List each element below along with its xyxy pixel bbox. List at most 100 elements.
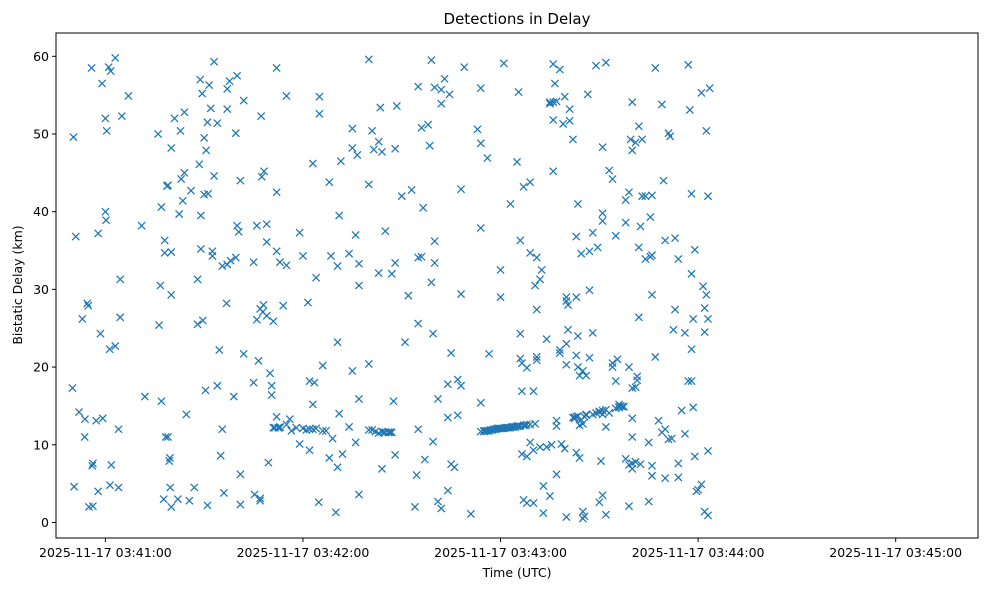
data-point	[69, 133, 78, 142]
data-point	[443, 413, 452, 422]
data-point	[690, 452, 699, 461]
data-point	[392, 101, 401, 111]
data-point	[216, 451, 225, 460]
data-point	[233, 71, 242, 80]
data-point	[453, 411, 462, 420]
data-point	[252, 315, 261, 324]
data-point	[430, 258, 439, 268]
data-point	[203, 118, 212, 127]
data-point	[298, 251, 308, 261]
data-point	[608, 363, 617, 372]
data-point	[116, 313, 125, 322]
data-point	[578, 419, 587, 428]
data-point	[310, 378, 319, 387]
data-point	[671, 234, 680, 243]
data-point	[295, 228, 304, 237]
data-point	[389, 397, 398, 406]
data-point	[666, 132, 675, 141]
data-point	[705, 84, 714, 93]
data-point	[167, 143, 176, 153]
data-point	[198, 316, 207, 325]
x-tick-label: 2025-11-17 03:41:00	[39, 545, 172, 560]
data-point	[428, 437, 438, 446]
data-point	[529, 498, 538, 508]
data-point	[364, 180, 373, 189]
data-point	[628, 432, 637, 442]
data-point	[591, 61, 601, 70]
data-point	[68, 384, 77, 393]
data-point	[631, 457, 640, 466]
data-point	[325, 453, 334, 463]
data-point	[628, 414, 637, 423]
data-point	[496, 265, 505, 275]
data-point	[78, 314, 87, 323]
data-point	[102, 216, 111, 225]
data-point	[522, 498, 531, 508]
data-point	[210, 57, 219, 66]
data-point	[560, 444, 569, 453]
data-point	[318, 361, 327, 370]
data-point	[585, 247, 594, 256]
data-point	[331, 508, 340, 517]
x-tick-label: 2025-11-17 03:43:00	[434, 545, 567, 560]
data-point	[71, 232, 80, 241]
data-point	[348, 124, 357, 133]
data-point	[312, 273, 321, 282]
data-point	[514, 88, 523, 97]
data-point	[560, 92, 569, 101]
data-point	[582, 410, 591, 419]
data-point	[519, 182, 528, 191]
data-point	[234, 227, 243, 236]
data-point	[117, 112, 126, 121]
data-point	[526, 438, 535, 447]
data-point	[391, 450, 400, 459]
data-point	[376, 103, 385, 112]
data-point	[354, 394, 363, 403]
data-point	[430, 237, 439, 246]
data-point	[647, 251, 657, 260]
data-point	[377, 147, 387, 156]
data-point	[565, 105, 574, 114]
data-point	[196, 244, 205, 254]
data-point	[578, 507, 587, 516]
data-points	[68, 53, 714, 523]
data-point	[428, 329, 438, 338]
data-point	[218, 425, 227, 434]
data-point	[196, 75, 205, 84]
data-point	[351, 438, 360, 447]
data-point	[573, 363, 582, 372]
data-point	[391, 258, 400, 268]
data-point	[427, 56, 436, 65]
data-point	[611, 231, 620, 240]
data-point	[647, 461, 657, 470]
data-point	[315, 92, 324, 101]
data-point	[249, 378, 258, 387]
data-point	[647, 290, 657, 299]
data-point	[549, 167, 558, 176]
data-point	[562, 339, 571, 348]
data-point	[170, 114, 179, 123]
data-point	[674, 255, 683, 264]
data-point	[636, 460, 645, 469]
data-point	[305, 425, 314, 434]
data-point	[351, 230, 360, 240]
data-point	[325, 178, 334, 187]
data-point	[114, 483, 123, 492]
data-point	[84, 301, 93, 310]
data-point	[555, 349, 564, 358]
data-point	[700, 328, 709, 337]
data-point	[661, 425, 670, 434]
data-point	[315, 109, 324, 118]
data-point	[102, 126, 111, 135]
data-point	[364, 359, 373, 369]
data-point	[526, 248, 535, 257]
chart-title: Detections in Delay	[444, 10, 591, 28]
data-point	[445, 90, 454, 99]
data-point	[256, 494, 265, 503]
data-point	[443, 380, 452, 389]
data-point	[542, 335, 551, 344]
data-point	[137, 221, 146, 230]
data-point	[628, 146, 637, 155]
data-point	[282, 420, 291, 429]
data-point	[348, 143, 357, 153]
